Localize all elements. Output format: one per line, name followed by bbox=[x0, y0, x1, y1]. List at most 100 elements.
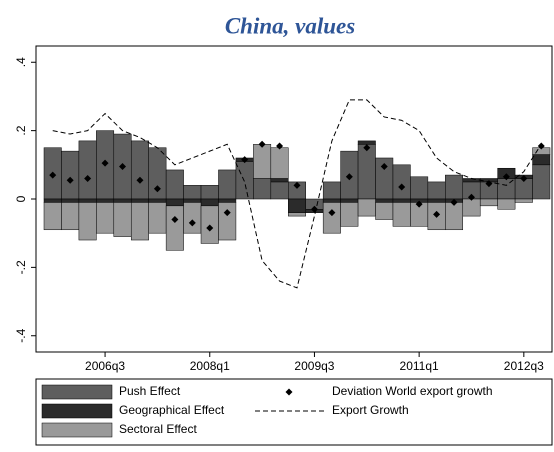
bar bbox=[148, 202, 167, 234]
bar bbox=[462, 198, 481, 217]
point bbox=[520, 174, 528, 182]
y-tick-label: -.2 bbox=[14, 260, 28, 274]
bar bbox=[165, 198, 184, 207]
bar bbox=[253, 178, 272, 200]
y-tick-label: 0 bbox=[14, 195, 28, 202]
bar bbox=[375, 198, 394, 203]
bar bbox=[357, 140, 376, 145]
legend-swatch bbox=[41, 384, 113, 400]
bar bbox=[322, 181, 341, 200]
legend-swatch bbox=[41, 422, 113, 438]
point bbox=[153, 185, 161, 193]
bar bbox=[183, 202, 202, 234]
point bbox=[433, 210, 441, 218]
point bbox=[293, 181, 301, 189]
bar bbox=[462, 178, 481, 183]
bar bbox=[113, 202, 132, 237]
point bbox=[258, 140, 266, 148]
chart-title: China, values bbox=[225, 13, 355, 38]
point bbox=[328, 209, 336, 217]
bar bbox=[514, 198, 533, 203]
bar bbox=[61, 150, 80, 200]
point bbox=[101, 159, 109, 167]
bar bbox=[497, 178, 516, 200]
bar bbox=[78, 140, 97, 200]
bar bbox=[130, 198, 149, 203]
bar bbox=[392, 164, 411, 200]
legend-label: Sectoral Effect bbox=[119, 422, 197, 436]
bar bbox=[532, 164, 551, 200]
x-tick-label: 2006q3 bbox=[85, 359, 125, 373]
point bbox=[66, 176, 74, 184]
bar bbox=[200, 198, 219, 207]
bar bbox=[392, 198, 411, 203]
bar bbox=[270, 147, 289, 179]
point bbox=[119, 163, 127, 171]
bar bbox=[322, 202, 341, 234]
point bbox=[380, 163, 388, 171]
bar bbox=[427, 198, 446, 203]
point bbox=[502, 173, 510, 181]
bar bbox=[61, 202, 80, 231]
bar bbox=[43, 198, 62, 203]
legend-label: Export Growth bbox=[332, 403, 409, 417]
legend-label: Deviation World export growth bbox=[332, 384, 493, 398]
bar bbox=[218, 198, 237, 203]
point bbox=[485, 180, 493, 188]
bar bbox=[165, 169, 184, 200]
point bbox=[206, 224, 214, 232]
bar bbox=[148, 198, 167, 203]
point bbox=[84, 174, 92, 182]
bar bbox=[427, 181, 446, 200]
point bbox=[188, 219, 196, 227]
point bbox=[537, 142, 545, 150]
bar bbox=[130, 140, 149, 200]
bar bbox=[218, 202, 237, 241]
bar bbox=[165, 205, 184, 251]
bar bbox=[200, 185, 219, 200]
y-tick-label: .4 bbox=[14, 57, 28, 67]
y-tick-label: .2 bbox=[14, 125, 28, 135]
bar bbox=[61, 198, 80, 203]
x-tick-label: 2008q1 bbox=[190, 359, 230, 373]
bar bbox=[479, 198, 498, 207]
bar bbox=[410, 176, 429, 200]
bar bbox=[130, 202, 149, 241]
bar bbox=[322, 198, 341, 203]
point bbox=[450, 198, 458, 206]
bar bbox=[270, 178, 289, 183]
bar bbox=[96, 202, 115, 234]
bar bbox=[532, 154, 551, 166]
bar bbox=[288, 212, 306, 217]
bar bbox=[357, 198, 376, 217]
bar bbox=[78, 202, 97, 241]
bar bbox=[392, 202, 411, 227]
point bbox=[310, 205, 318, 213]
bar bbox=[253, 144, 272, 179]
bar bbox=[113, 198, 132, 203]
x-tick-label: 2009q3 bbox=[294, 359, 334, 373]
bar bbox=[218, 169, 237, 200]
legend-marker bbox=[285, 388, 293, 396]
point bbox=[398, 183, 406, 191]
line bbox=[52, 99, 542, 289]
legend-frame bbox=[35, 378, 553, 446]
bar bbox=[235, 161, 254, 200]
bar bbox=[445, 202, 464, 231]
bar bbox=[445, 174, 464, 200]
bar bbox=[183, 198, 202, 203]
point bbox=[467, 193, 475, 201]
point bbox=[171, 216, 179, 224]
point bbox=[363, 144, 371, 152]
legend-label: Push Effect bbox=[119, 384, 181, 398]
point bbox=[276, 142, 284, 150]
legend-label: Geographical Effect bbox=[119, 403, 225, 417]
point bbox=[241, 156, 249, 164]
y-tick-label: -.4 bbox=[14, 328, 28, 342]
bar bbox=[340, 198, 359, 203]
bar bbox=[340, 202, 359, 227]
x-tick-label: 2012q3 bbox=[504, 359, 544, 373]
point bbox=[345, 173, 353, 181]
point bbox=[223, 209, 231, 217]
